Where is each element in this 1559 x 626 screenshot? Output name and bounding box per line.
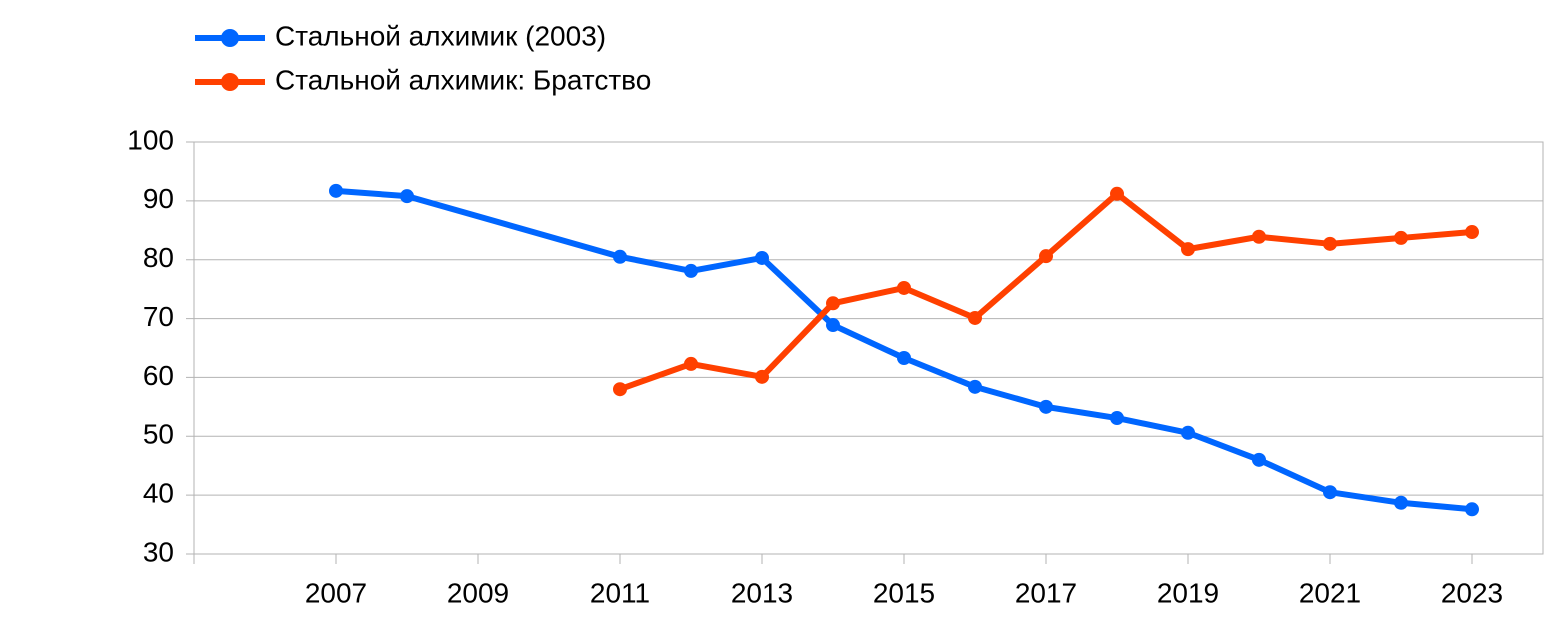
data-point [329, 183, 343, 198]
data-point [613, 249, 627, 264]
data-point [684, 356, 698, 371]
legend-label: Стальной алхимик: Братство [275, 64, 651, 95]
data-point [826, 318, 840, 333]
data-point [968, 310, 982, 325]
legend-marker [221, 29, 239, 47]
x-tick-label: 2009 [447, 577, 509, 608]
data-point [613, 382, 627, 397]
x-tick-label: 2015 [873, 577, 935, 608]
data-point [1252, 452, 1266, 467]
y-tick-label: 60 [143, 360, 174, 391]
data-point [897, 351, 911, 366]
series-line [618, 190, 1473, 393]
data-point [1181, 425, 1195, 440]
data-point [755, 369, 769, 384]
data-point [1465, 225, 1479, 240]
x-tick-label: 2011 [590, 577, 650, 608]
data-point [1181, 242, 1195, 257]
y-tick-label: 40 [143, 478, 174, 509]
data-point [1394, 230, 1408, 245]
data-point [1039, 249, 1053, 264]
legend-label: Стальной алхимик (2003) [275, 20, 606, 51]
x-tick-label: 2021 [1299, 577, 1361, 608]
y-tick-label: 30 [143, 536, 174, 567]
y-tick-label: 80 [143, 242, 174, 273]
x-tick-label: 2007 [305, 577, 367, 608]
data-point [1323, 485, 1337, 500]
x-tick-label: 2017 [1015, 577, 1077, 608]
legend-marker [221, 73, 239, 91]
x-tick-label: 2013 [731, 577, 793, 608]
data-point [897, 280, 911, 295]
y-tick-label: 100 [127, 124, 174, 155]
data-point [1394, 495, 1408, 510]
y-tick-label: 90 [143, 183, 174, 214]
data-point [755, 250, 769, 265]
data-point [684, 263, 698, 278]
data-point [826, 296, 840, 311]
data-point [1039, 399, 1053, 414]
data-point [1110, 186, 1124, 201]
data-point [968, 379, 982, 394]
y-tick-label: 70 [143, 301, 174, 332]
y-tick-label: 50 [143, 419, 174, 450]
data-point [1110, 411, 1124, 426]
x-tick-label: 2023 [1441, 577, 1503, 608]
data-point [1465, 502, 1479, 517]
data-point [400, 189, 414, 204]
data-point [1252, 229, 1266, 244]
x-tick-label: 2019 [1157, 577, 1219, 608]
data-point [1323, 236, 1337, 251]
